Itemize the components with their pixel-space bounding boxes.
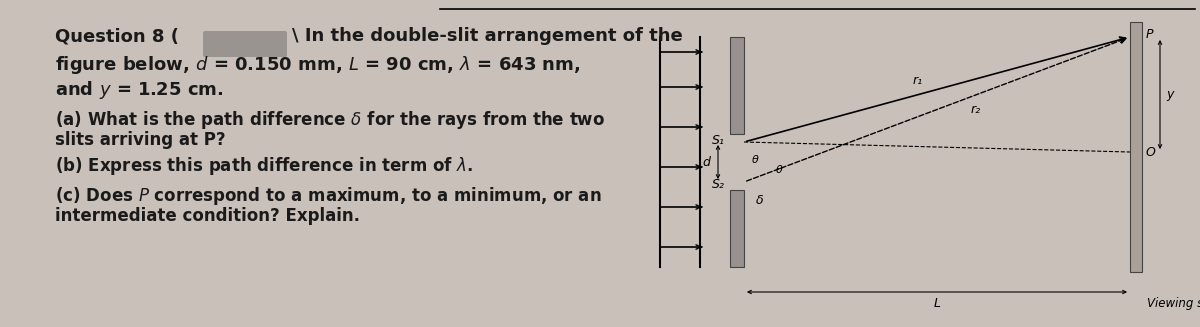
Text: r₁: r₁	[913, 74, 923, 87]
Text: δ: δ	[756, 194, 763, 206]
Text: Viewing screen: Viewing screen	[1147, 297, 1200, 310]
Text: (b) Express this path difference in term of $\lambda$.: (b) Express this path difference in term…	[55, 155, 473, 177]
Text: Question 8 (: Question 8 (	[55, 27, 179, 45]
Text: and $y$ = 1.25 cm.: and $y$ = 1.25 cm.	[55, 79, 223, 101]
Text: figure below, $d$ = 0.150 mm, $L$ = 90 cm, $\lambda$ = 643 nm,: figure below, $d$ = 0.150 mm, $L$ = 90 c…	[55, 54, 581, 76]
Text: (c) Does $P$ correspond to a maximum, to a minimum, or an: (c) Does $P$ correspond to a maximum, to…	[55, 185, 601, 207]
Text: \ In the double-slit arrangement of the: \ In the double-slit arrangement of the	[292, 27, 683, 45]
Text: intermediate condition? Explain.: intermediate condition? Explain.	[55, 207, 360, 225]
Text: S₂: S₂	[712, 178, 725, 191]
Text: (a) What is the path difference $\delta$ for the rays from the two: (a) What is the path difference $\delta$…	[55, 109, 605, 131]
Text: L: L	[934, 297, 941, 310]
Text: θ: θ	[776, 165, 782, 175]
Bar	[730, 37, 744, 134]
Text: O: O	[1146, 146, 1156, 159]
Text: P: P	[1146, 28, 1153, 42]
Text: r₂: r₂	[971, 103, 980, 116]
Text: slits arriving at P?: slits arriving at P?	[55, 131, 226, 149]
Text: θ: θ	[752, 155, 758, 165]
Bar	[730, 190, 744, 267]
Text: d: d	[702, 156, 710, 168]
FancyBboxPatch shape	[203, 31, 287, 57]
Bar	[1130, 22, 1142, 272]
Text: S₁: S₁	[712, 133, 725, 146]
Text: y: y	[1166, 88, 1174, 101]
